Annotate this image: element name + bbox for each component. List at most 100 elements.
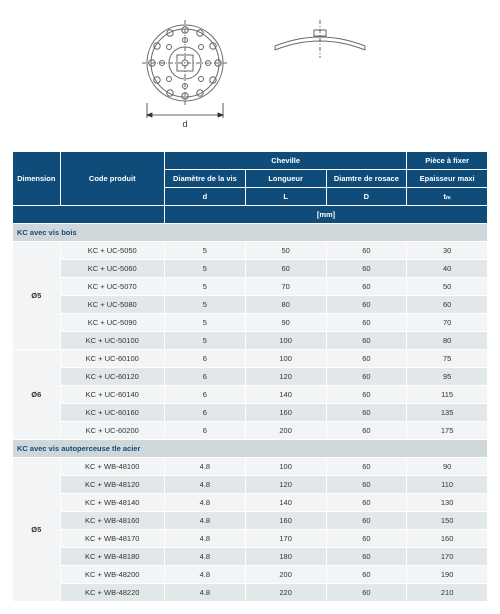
cell-d: 4.8: [165, 476, 246, 494]
cell-L: 220: [245, 584, 326, 602]
cell-t: 70: [407, 314, 488, 332]
dimension-cell: Ø6: [13, 350, 61, 440]
cell-d: 6: [165, 404, 246, 422]
cell-code: KC + UC-5070: [60, 278, 165, 296]
cell-D: 60: [326, 476, 407, 494]
cell-D: 60: [326, 278, 407, 296]
table-row: Ø5KC + UC-50505506030: [13, 242, 488, 260]
cell-t: 135: [407, 404, 488, 422]
section-row: KC avec vis bois: [13, 224, 488, 242]
cell-D: 60: [326, 548, 407, 566]
table-row: KC + UC-60140614060115: [13, 386, 488, 404]
cell-code: KC + WB-48120: [60, 476, 165, 494]
cell-t: 95: [407, 368, 488, 386]
header-diam-vis: Diamètre de la vis: [165, 170, 246, 188]
table-row: KC + WB-481204.812060110: [13, 476, 488, 494]
cell-code: KC + WB-48140: [60, 494, 165, 512]
cell-D: 60: [326, 296, 407, 314]
cell-L: 160: [245, 404, 326, 422]
cell-code: KC + UC-60120: [60, 368, 165, 386]
table-row: KC + UC-60200620060175: [13, 422, 488, 440]
table-row: KC + UC-60160616060135: [13, 404, 488, 422]
cell-L: 100: [245, 350, 326, 368]
cell-L: 100: [245, 332, 326, 350]
table-row: KC + UC-50605606040: [13, 260, 488, 278]
cell-code: KC + WB-48220: [60, 584, 165, 602]
cell-L: 120: [245, 476, 326, 494]
cell-t: 50: [407, 278, 488, 296]
spec-table: Dimension Code produit Cheville Pièce à …: [12, 151, 488, 602]
table-row: KC + UC-50905906070: [13, 314, 488, 332]
header-unit: [mm]: [165, 206, 488, 224]
cell-D: 60: [326, 530, 407, 548]
cell-L: 100: [245, 458, 326, 476]
cell-D: 60: [326, 332, 407, 350]
cell-d: 5: [165, 296, 246, 314]
cell-t: 170: [407, 548, 488, 566]
cell-d: 4.8: [165, 548, 246, 566]
cell-d: 6: [165, 350, 246, 368]
cell-L: 60: [245, 260, 326, 278]
cell-t: 175: [407, 422, 488, 440]
table-row: KC + WB-481604.816060150: [13, 512, 488, 530]
table-row: KC + WB-482004.820060190: [13, 566, 488, 584]
dimension-cell: Ø5: [13, 458, 61, 602]
cell-d: 4.8: [165, 494, 246, 512]
cell-L: 160: [245, 512, 326, 530]
cell-D: 60: [326, 350, 407, 368]
cell-D: 60: [326, 458, 407, 476]
cell-t: 75: [407, 350, 488, 368]
cell-t: 110: [407, 476, 488, 494]
table-header: Dimension Code produit Cheville Pièce à …: [13, 152, 488, 224]
cell-code: KC + UC-5080: [60, 296, 165, 314]
header-epaisseur: Epaisseur maxi: [407, 170, 488, 188]
header-sym-d: d: [165, 188, 246, 206]
cell-L: 70: [245, 278, 326, 296]
cell-t: 210: [407, 584, 488, 602]
cell-code: KC + UC-5050: [60, 242, 165, 260]
cell-d: 5: [165, 314, 246, 332]
cell-d: 4.8: [165, 584, 246, 602]
cell-L: 140: [245, 494, 326, 512]
cell-d: 6: [165, 422, 246, 440]
cell-d: 5: [165, 278, 246, 296]
cell-D: 60: [326, 404, 407, 422]
cell-D: 60: [326, 242, 407, 260]
header-code: Code produit: [60, 152, 165, 206]
cell-code: KC + WB-48160: [60, 512, 165, 530]
cell-L: 80: [245, 296, 326, 314]
cell-t: 40: [407, 260, 488, 278]
cell-L: 180: [245, 548, 326, 566]
cell-code: KC + WB-48170: [60, 530, 165, 548]
header-cheville: Cheville: [165, 152, 407, 170]
table-row: KC + UC-6012061206095: [13, 368, 488, 386]
cell-t: 90: [407, 458, 488, 476]
cell-code: KC + WB-48200: [60, 566, 165, 584]
header-diam-rosace: Diamtre de rosace: [326, 170, 407, 188]
header-piece: Pièce à fixer: [407, 152, 488, 170]
cell-t: 115: [407, 386, 488, 404]
cell-code: KC + UC-50100: [60, 332, 165, 350]
cell-t: 190: [407, 566, 488, 584]
cell-L: 200: [245, 422, 326, 440]
table-row: KC + WB-481704.817060160: [13, 530, 488, 548]
technical-diagram: d: [12, 18, 488, 133]
table-body: KC avec vis boisØ5KC + UC-50505506030KC …: [13, 224, 488, 602]
cell-L: 170: [245, 530, 326, 548]
cell-t: 30: [407, 242, 488, 260]
cell-code: KC + WB-48180: [60, 548, 165, 566]
table-row: KC + UC-50705706050: [13, 278, 488, 296]
cell-L: 140: [245, 386, 326, 404]
header-dimension: Dimension: [13, 152, 61, 206]
cell-L: 50: [245, 242, 326, 260]
cell-d: 5: [165, 242, 246, 260]
dimension-cell: Ø5: [13, 242, 61, 350]
header-sym-L: L: [245, 188, 326, 206]
cell-D: 60: [326, 386, 407, 404]
cell-L: 120: [245, 368, 326, 386]
table-row: Ø5KC + WB-481004.81006090: [13, 458, 488, 476]
table-row: KC + UC-50805806060: [13, 296, 488, 314]
header-sym-D: D: [326, 188, 407, 206]
section-title: KC avec vis autoperceuse tle acier: [13, 440, 488, 458]
table-row: KC + UC-5010051006080: [13, 332, 488, 350]
